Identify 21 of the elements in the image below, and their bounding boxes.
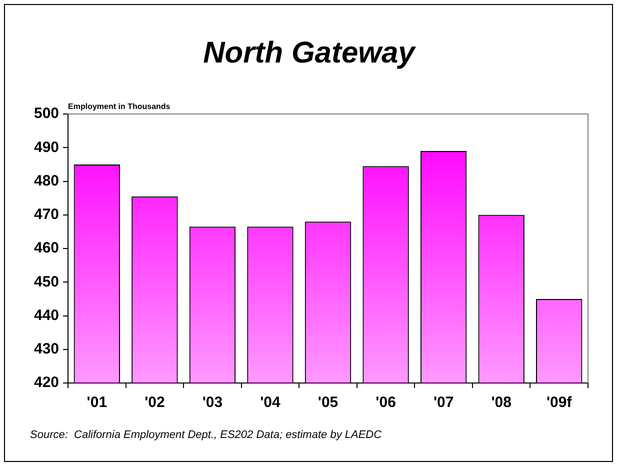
x-tick-label: '04 [260,394,282,412]
x-tick-label: '09f [546,394,573,412]
x-tick-label: '02 [144,394,165,412]
chart-title: North Gateway [203,36,416,70]
x-tick-label: '07 [433,394,454,412]
y-tick-label: 480 [34,172,60,190]
x-tick-label: '08 [491,394,512,412]
y-tick-label: 420 [34,374,60,392]
y-tick-label: 490 [34,138,60,156]
source-note: Source: California Employment Dept., ES202 Data; estimate by LAEDC [30,429,382,441]
x-tick-label: '03 [202,394,223,412]
y-axis-title: Employment in Thousands [68,102,171,112]
y-tick-label: 470 [34,206,60,224]
y-tick-label: 430 [34,340,60,358]
x-tick-label: '01 [86,394,108,412]
x-tick-label: '05 [318,394,338,412]
x-tick-label: '06 [376,394,396,412]
y-tick-label: 500 [34,105,60,122]
y-tick-label: 450 [34,273,60,290]
y-tick-label: 460 [34,240,60,257]
y-tick-label: 440 [34,306,60,324]
